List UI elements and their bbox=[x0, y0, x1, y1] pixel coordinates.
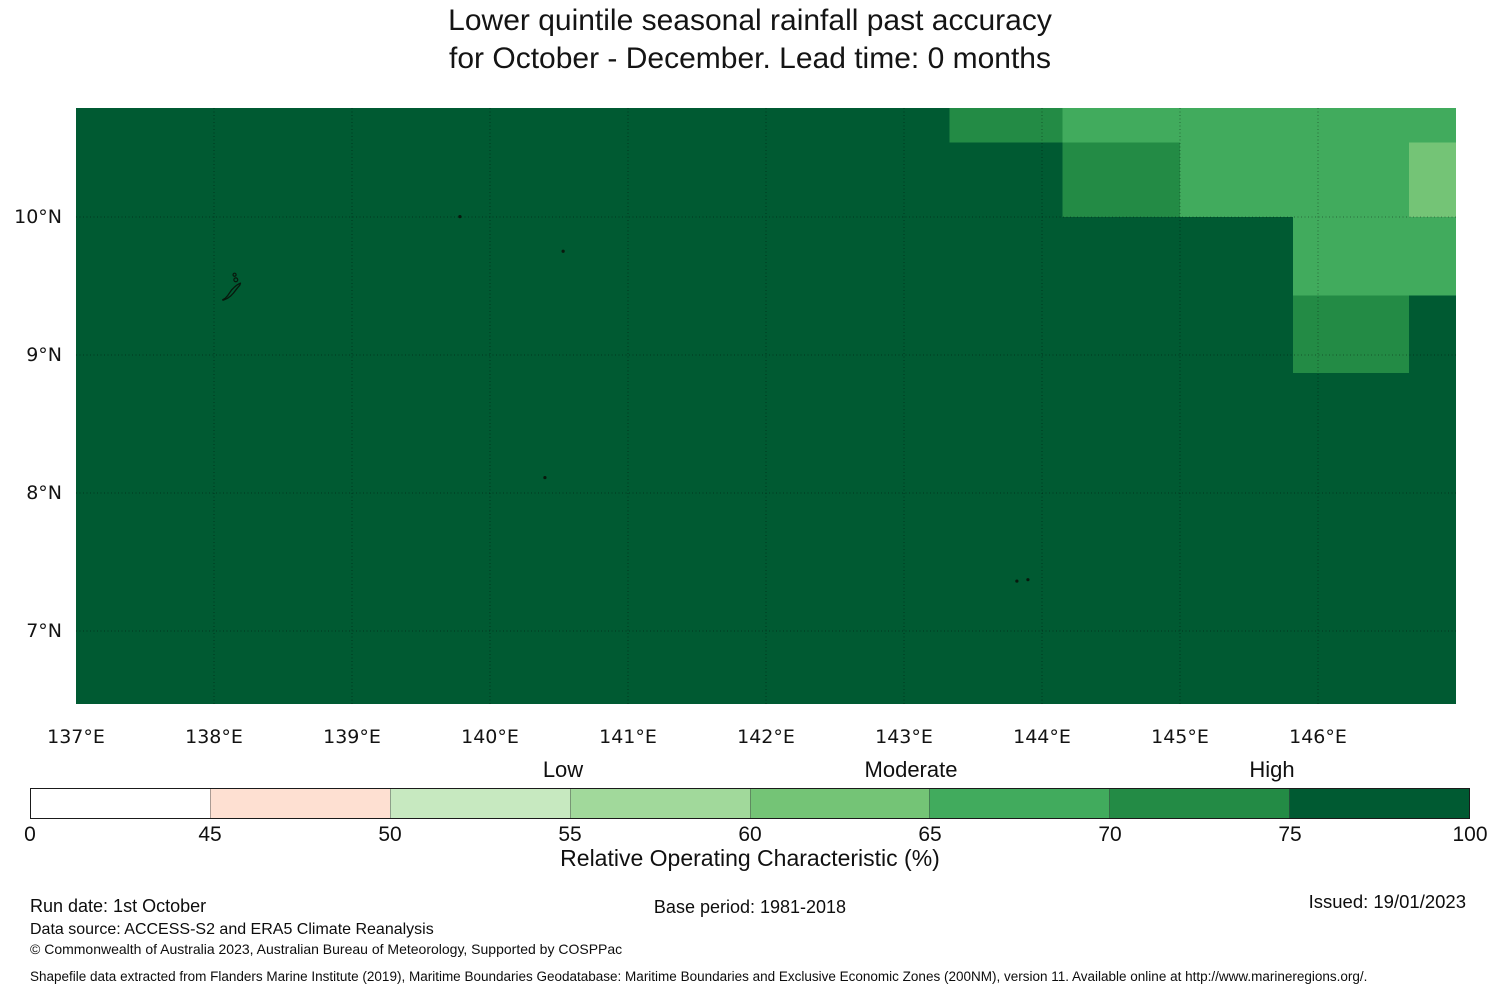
x-tick-label: 139°E bbox=[323, 726, 381, 748]
colorbar-tick-label: 0 bbox=[24, 823, 36, 846]
colorbar-tick-label: 65 bbox=[918, 823, 942, 846]
map-patch-roc-65-70 bbox=[1409, 108, 1456, 143]
copyright-label: © Commonwealth of Australia 2023, Austra… bbox=[30, 941, 623, 957]
island-dot bbox=[458, 215, 462, 219]
map-patch-roc-65-70 bbox=[1293, 217, 1456, 296]
issued-date-label: Issued: 19/01/2023 bbox=[1308, 891, 1466, 912]
x-tick-label: 146°E bbox=[1289, 726, 1347, 748]
x-tick-label: 138°E bbox=[185, 726, 243, 748]
x-tick-label: 142°E bbox=[737, 726, 795, 748]
run-date-label: Run date: 1st October bbox=[30, 896, 207, 916]
island-ring bbox=[233, 277, 239, 283]
x-tick-label: 140°E bbox=[461, 726, 519, 748]
map-patch-roc-70-75 bbox=[1062, 142, 1180, 218]
colorbar-tick-label: 55 bbox=[558, 823, 582, 846]
map-patch-roc-70-75 bbox=[1293, 295, 1410, 373]
map-patch-roc-65-70 bbox=[1180, 108, 1410, 218]
colorbar-axis-label: Relative Operating Characteristic (%) bbox=[560, 845, 940, 871]
y-tick-label: 7°N bbox=[26, 620, 62, 643]
colorbar-tick-label: 100 bbox=[1452, 823, 1488, 846]
colorbar-segment-45-50 bbox=[209, 789, 390, 818]
island-ring bbox=[232, 272, 237, 277]
data-source-label: Data source: ACCESS-S2 and ERA5 Climate … bbox=[30, 921, 434, 938]
map-patch-roc-60-65 bbox=[1409, 142, 1456, 218]
map-canvas bbox=[76, 108, 1456, 704]
colorbar-segment-50-55 bbox=[389, 789, 570, 818]
chart-title-line-2: for October - December. Lead time: 0 mon… bbox=[449, 42, 1051, 75]
colorbar-tick-label: 75 bbox=[1278, 823, 1302, 846]
colorbar-tick-label: 45 bbox=[198, 823, 222, 846]
x-tick-label: 144°E bbox=[1013, 726, 1071, 748]
shapefile-note: Shapefile data extracted from Flanders M… bbox=[30, 969, 1368, 984]
colorbar-zone-label-high: High bbox=[1249, 757, 1295, 782]
colorbar-segment-60-65 bbox=[749, 789, 930, 818]
colorbar-tick-label: 70 bbox=[1098, 823, 1122, 846]
y-tick-label: 10°N bbox=[14, 206, 62, 229]
colorbar-zone-label-low: Low bbox=[542, 757, 584, 782]
island-dot bbox=[543, 475, 547, 480]
map-patch-roc-70-75 bbox=[949, 108, 1063, 143]
chart-title: Lower quintile seasonal rainfall past ac… bbox=[0, 2, 1500, 78]
x-tick-label: 141°E bbox=[599, 726, 657, 748]
colorbar-tick-label: 60 bbox=[738, 823, 762, 846]
colorbar-segment-65-70 bbox=[929, 789, 1110, 818]
y-tick-label: 9°N bbox=[26, 344, 62, 367]
x-tick-label: 143°E bbox=[875, 726, 933, 748]
colorbar-segment-55-60 bbox=[569, 789, 750, 818]
island-dot bbox=[1026, 578, 1030, 582]
x-tick-label: 145°E bbox=[1151, 726, 1209, 748]
colorbar-segment-0-45 bbox=[31, 789, 210, 818]
colorbar bbox=[30, 788, 1470, 819]
x-tick-label: 137°E bbox=[47, 726, 105, 748]
y-tick-label: 8°N bbox=[26, 482, 62, 505]
island-outline bbox=[221, 282, 242, 301]
chart-title-line-1: Lower quintile seasonal rainfall past ac… bbox=[448, 4, 1052, 37]
base-period-label: Base period: 1981-2018 bbox=[653, 897, 847, 917]
colorbar-tick-label: 50 bbox=[378, 823, 402, 846]
colorbar-segment-70-75 bbox=[1109, 789, 1290, 818]
colorbar-tick-labels: 0 45 50 55 60 65 70 75 100 bbox=[24, 823, 1487, 847]
island-dot bbox=[1015, 579, 1019, 583]
island-dot bbox=[561, 249, 565, 253]
colorbar-segment-75-100 bbox=[1289, 789, 1469, 818]
map-patch-roc-65-70 bbox=[1062, 108, 1180, 143]
colorbar-zone-label-moderate: Moderate bbox=[864, 757, 958, 782]
